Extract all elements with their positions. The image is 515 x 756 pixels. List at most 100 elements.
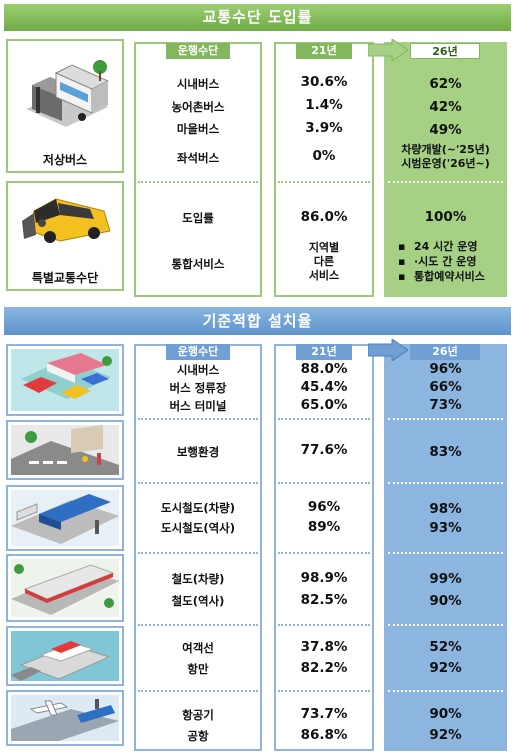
divider xyxy=(138,181,258,183)
image-box xyxy=(6,344,124,416)
section1-header-26: 26년 xyxy=(410,43,480,59)
bullet-icon: ▪ xyxy=(398,255,406,268)
s2-g1-r2-name: 버스 정류장 xyxy=(169,381,227,395)
divider xyxy=(388,418,503,420)
lowfloor-row1-name: 시내버스 xyxy=(176,77,220,91)
lowfloor-row2-21: 1.4% xyxy=(305,97,343,113)
s2-g3-r1-26: 98% xyxy=(429,501,462,517)
wheelchair-taxi-illustration-icon xyxy=(20,191,114,247)
special-row2-name: 통합서비스 xyxy=(171,257,225,271)
s2-g4-r2-name: 철도(역사) xyxy=(171,594,225,608)
sidewalk-illustration-icon xyxy=(11,425,119,475)
section2-header-21: 21년 xyxy=(296,344,352,360)
s2-g3-r1-name: 도시철도(차량) xyxy=(161,501,235,515)
s2-g6-r2-name: 공항 xyxy=(187,729,209,743)
s2-g4-r2-26: 90% xyxy=(429,593,462,609)
section1-header-mode: 운행수단 xyxy=(166,43,230,59)
s2-g3-r2-26: 93% xyxy=(429,520,462,536)
divider xyxy=(278,418,370,420)
s2-g5-r2-26: 92% xyxy=(429,660,462,676)
s2-g6-r2-21: 86.8% xyxy=(300,727,348,743)
s2-g3-r2-21: 89% xyxy=(307,519,341,535)
special-row1-21: 86.0% xyxy=(300,209,348,225)
subway-station-illustration-icon xyxy=(11,490,119,546)
section2-y26-column xyxy=(384,344,507,751)
lowfloor-row3-name: 마을버스 xyxy=(176,122,220,136)
arrow-right-icon xyxy=(368,39,408,61)
s2-g1-r3-name: 버스 터미널 xyxy=(169,399,227,413)
s2-g1-r2-26: 66% xyxy=(429,379,462,395)
special-row2-21-line3: 서비스 xyxy=(308,269,340,282)
special-row2-21-line2: 다른 xyxy=(313,255,335,268)
s2-g2-r1-21: 77.6% xyxy=(300,442,348,458)
image-box xyxy=(6,690,124,746)
lowfloor-row1-21: 30.6% xyxy=(300,74,348,90)
section1-mode-column xyxy=(134,42,262,297)
divider xyxy=(278,181,370,183)
bullet-icon: ▪ xyxy=(398,270,406,283)
ferry-port-illustration-icon xyxy=(11,631,119,681)
s2-g5-r2-name: 항만 xyxy=(187,662,209,676)
divider xyxy=(388,181,503,183)
image-box xyxy=(6,554,124,622)
lowfloor-row3-21: 3.9% xyxy=(305,120,343,136)
s2-g2-r1-name: 보행환경 xyxy=(176,445,220,459)
section1-y21-column xyxy=(274,42,374,297)
divider xyxy=(388,624,503,626)
s2-g4-r1-26: 99% xyxy=(429,571,462,587)
image-box xyxy=(6,420,124,480)
s2-g6-r1-21: 73.7% xyxy=(300,706,348,722)
s2-g3-r2-name: 도시철도(역사) xyxy=(161,521,235,535)
s2-g3-r1-21: 96% xyxy=(307,499,341,515)
special-transport-caption: 특별교통수단 xyxy=(31,271,99,285)
lowfloor-row4-21: 0% xyxy=(312,148,336,164)
arrow-right-icon xyxy=(368,339,408,361)
divider xyxy=(138,552,258,554)
divider xyxy=(388,690,503,692)
s2-g5-r1-26: 52% xyxy=(429,639,462,655)
special-row2-26-bullet3: 통합예약서비스 xyxy=(414,270,485,283)
section2-header-mode: 운행수단 xyxy=(166,344,230,360)
image-box xyxy=(6,485,124,551)
s2-g6-r1-name: 항공기 xyxy=(182,708,214,722)
lowfloor-row2-26: 42% xyxy=(429,99,462,115)
s2-g1-r2-21: 45.4% xyxy=(300,379,348,395)
section2-mode-column xyxy=(134,344,262,751)
s2-g1-r1-name: 시내버스 xyxy=(176,363,220,377)
train-illustration-icon xyxy=(11,559,119,617)
divider xyxy=(388,552,503,554)
s2-g5-r2-21: 82.2% xyxy=(300,660,348,676)
divider xyxy=(138,418,258,420)
section2-header-26: 26년 xyxy=(410,344,480,360)
s2-g1-r3-21: 65.0% xyxy=(300,397,348,413)
lowfloor-row2-name: 농어촌버스 xyxy=(171,100,225,114)
section1-y26-column xyxy=(384,42,507,297)
divider xyxy=(278,552,370,554)
low-floor-bus-box: 저상버스 xyxy=(6,39,124,173)
divider xyxy=(138,690,258,692)
bullet-icon: ▪ xyxy=(398,240,406,253)
s2-g1-r1-21: 88.0% xyxy=(300,361,348,377)
airport-illustration-icon xyxy=(11,695,119,741)
divider xyxy=(388,482,503,484)
s2-g6-r2-26: 92% xyxy=(429,727,462,743)
s2-g4-r1-name: 철도(차량) xyxy=(171,572,225,586)
s2-g4-r1-21: 98.9% xyxy=(300,570,348,586)
lowfloor-row4-26-line2: 시범운영('26년~) xyxy=(401,157,490,170)
section2-y21-column xyxy=(274,344,374,751)
s2-g4-r2-21: 82.5% xyxy=(300,592,348,608)
lowfloor-row4-26-line1: 차량개발(~'25년) xyxy=(401,143,490,156)
s2-g1-r3-26: 73% xyxy=(429,397,462,413)
lowfloor-row3-26: 49% xyxy=(429,122,462,138)
bus-terminal-illustration-icon xyxy=(11,349,119,411)
special-transport-box: 특별교통수단 xyxy=(6,181,124,291)
special-row2-26-bullet1: 24 시간 운영 xyxy=(414,240,478,253)
s2-g5-r1-name: 여객선 xyxy=(182,641,214,655)
special-row2-26-bullet2: ·시도 간 운영 xyxy=(414,255,477,268)
s2-g1-r1-26: 96% xyxy=(429,361,462,377)
divider xyxy=(278,482,370,484)
divider xyxy=(278,624,370,626)
s2-g5-r1-21: 37.8% xyxy=(300,639,348,655)
lowfloor-row4-name: 좌석버스 xyxy=(176,151,220,165)
divider xyxy=(138,482,258,484)
